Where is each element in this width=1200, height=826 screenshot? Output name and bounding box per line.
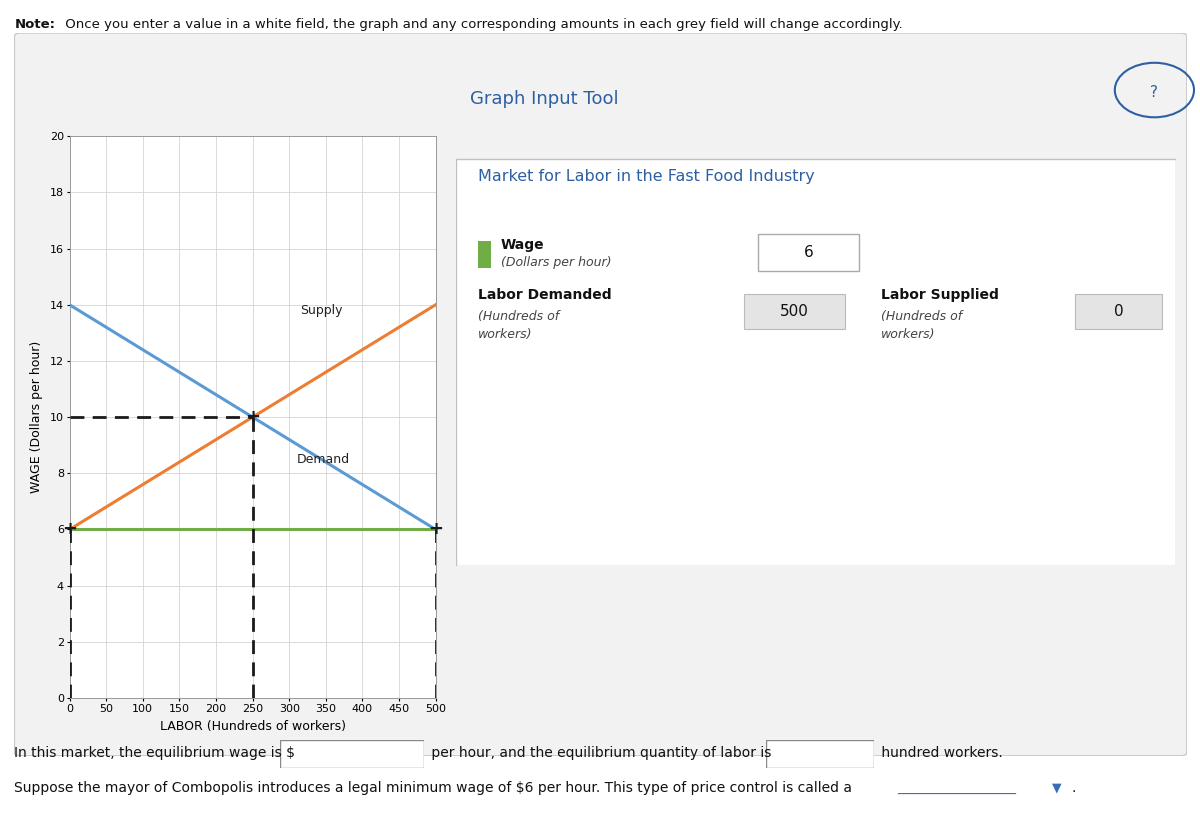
Text: 0: 0: [1114, 304, 1123, 319]
Text: 500: 500: [780, 304, 809, 319]
Text: Labor Supplied: Labor Supplied: [881, 288, 998, 302]
Text: +: +: [428, 520, 443, 539]
Text: Labor Demanded: Labor Demanded: [478, 288, 611, 302]
Text: _________________: _________________: [898, 781, 1016, 795]
FancyBboxPatch shape: [14, 33, 1187, 756]
Text: Graph Input Tool: Graph Input Tool: [470, 90, 619, 108]
Text: (Dollars per hour): (Dollars per hour): [500, 255, 611, 268]
Text: Wage: Wage: [500, 238, 545, 252]
X-axis label: LABOR (Hundreds of workers): LABOR (Hundreds of workers): [160, 720, 346, 733]
Text: workers): workers): [881, 328, 935, 341]
FancyBboxPatch shape: [456, 159, 1176, 566]
FancyBboxPatch shape: [1075, 294, 1162, 329]
Text: ?: ?: [1151, 85, 1158, 100]
FancyBboxPatch shape: [478, 241, 491, 268]
Text: Market for Labor in the Fast Food Industry: Market for Labor in the Fast Food Indust…: [478, 169, 815, 184]
Text: Demand: Demand: [296, 453, 349, 466]
Text: Once you enter a value in a white field, the graph and any corresponding amounts: Once you enter a value in a white field,…: [61, 18, 902, 31]
Text: (Hundreds of: (Hundreds of: [478, 310, 559, 323]
Text: workers): workers): [478, 328, 532, 341]
Text: 6: 6: [804, 244, 814, 259]
Text: Note:: Note:: [14, 18, 55, 31]
FancyBboxPatch shape: [280, 740, 424, 768]
Text: per hour, and the equilibrium quantity of labor is: per hour, and the equilibrium quantity o…: [427, 747, 772, 760]
Text: hundred workers.: hundred workers.: [877, 747, 1003, 760]
Text: +: +: [245, 408, 260, 426]
Text: (Hundreds of: (Hundreds of: [881, 310, 962, 323]
Text: Suppose the mayor of Combopolis introduces a legal minimum wage of $6 per hour. : Suppose the mayor of Combopolis introduc…: [14, 781, 852, 795]
Text: Supply: Supply: [300, 304, 343, 317]
Text: ▼: ▼: [1048, 781, 1061, 795]
FancyBboxPatch shape: [744, 294, 845, 329]
Text: In this market, the equilibrium wage is $: In this market, the equilibrium wage is …: [14, 747, 295, 760]
Text: .: .: [1072, 781, 1076, 795]
Text: +: +: [62, 520, 77, 539]
FancyBboxPatch shape: [766, 740, 874, 768]
FancyBboxPatch shape: [758, 234, 859, 271]
Y-axis label: WAGE (Dollars per hour): WAGE (Dollars per hour): [30, 341, 43, 493]
